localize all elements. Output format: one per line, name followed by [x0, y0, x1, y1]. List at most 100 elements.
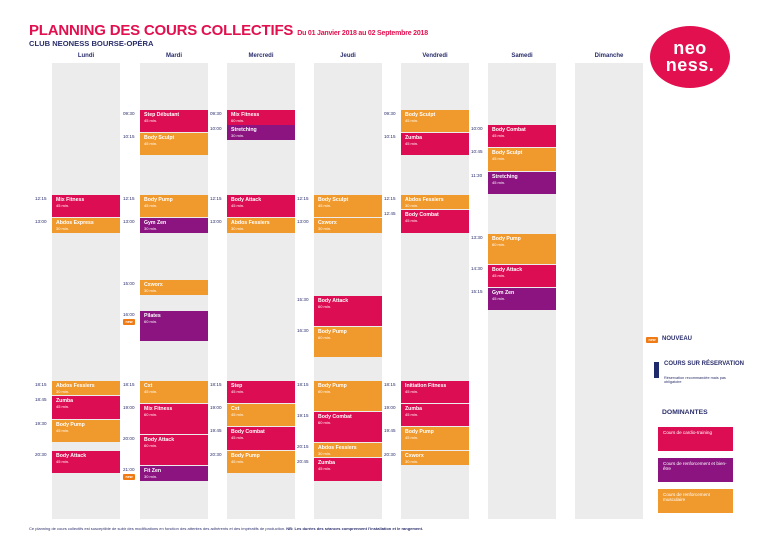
class-name: Body Sculpt: [492, 150, 523, 157]
class-name: Fit Zen: [144, 468, 162, 474]
class-duration: 45 min.: [318, 466, 332, 472]
new-tag-icon: new: [123, 474, 135, 480]
class-time: 15:30: [297, 296, 309, 302]
class-duration: 60 min.: [231, 117, 245, 123]
class-time: 21:00: [123, 467, 135, 472]
class-block[interactable]: Body Combat 45 min.: [488, 125, 556, 148]
class-block[interactable]: Body Attack 45 min.: [227, 194, 295, 217]
class-block[interactable]: Body Combat 45 min.: [227, 427, 295, 450]
class-time: 12:15: [210, 195, 222, 201]
class-name: Body Attack: [231, 196, 262, 203]
class-block[interactable]: Body Sculpt 45 min.: [314, 194, 382, 217]
class-block[interactable]: Zumba 45 min.: [52, 396, 120, 419]
class-duration: 45 min.: [405, 140, 419, 146]
class-block[interactable]: Gym Zen 30 min.: [140, 218, 208, 233]
class-block[interactable]: Body Pump 45 min.: [227, 450, 295, 473]
class-name: Body Pump: [318, 382, 347, 389]
class-name: Body Combat: [318, 413, 352, 420]
class-block[interactable]: Gym Zen 45 min.: [488, 287, 556, 310]
class-block[interactable]: Step 45 min.: [227, 380, 295, 403]
class-block[interactable]: Body Attack 60 min.: [314, 295, 382, 326]
class-time: 10:45: [471, 149, 483, 155]
class-time: 18:15: [123, 381, 135, 387]
class-block[interactable]: Body Sculpt 45 min.: [488, 148, 556, 171]
day-column: [52, 63, 120, 519]
class-name: Body Attack: [56, 452, 87, 459]
class-name: Zumba: [56, 398, 74, 405]
class-block[interactable]: Abdos Express 30 min.: [52, 218, 120, 233]
class-block[interactable]: Body Pump 60 min.: [488, 233, 556, 264]
class-block[interactable]: Body Attack 60 min.: [140, 435, 208, 465]
reservation-subtitle: Réservation recommandée mais pas obligat…: [664, 376, 726, 385]
class-duration: 60 min.: [318, 303, 332, 309]
class-time: 19:15: [297, 412, 309, 418]
class-name: Zumba: [405, 406, 423, 412]
class-block[interactable]: Body Pump 45 min.: [401, 427, 469, 450]
class-block[interactable]: Abdos Fessiers 30 min.: [52, 380, 120, 396]
class-block[interactable]: Cxworx 30 min.: [140, 280, 208, 295]
class-block[interactable]: Stretching 30 min.: [227, 125, 295, 140]
class-name: Body Combat: [405, 212, 439, 219]
class-name: Pilates: [144, 313, 161, 319]
class-block[interactable]: Body Sculpt 45 min.: [401, 109, 469, 132]
class-block[interactable]: Stretching 45 min.: [488, 171, 556, 194]
class-block[interactable]: Cxt 45 min.: [140, 380, 208, 403]
class-block[interactable]: Body Combat 45 min.: [401, 210, 469, 233]
class-block[interactable]: Body Pump 45 min.: [140, 194, 208, 217]
class-time: 12:15: [123, 195, 135, 201]
class-block[interactable]: Step Débutant 45 min.: [140, 109, 208, 132]
class-block[interactable]: Fit Zen 30 min.: [140, 466, 208, 481]
class-duration: 45 min.: [405, 117, 419, 123]
class-time: 10:15: [123, 133, 135, 139]
class-name: Gym Zen: [492, 289, 515, 296]
class-block[interactable]: Cxworx 30 min.: [314, 218, 382, 233]
class-block[interactable]: Mix Fitness 60 min.: [140, 404, 208, 434]
class-block[interactable]: Body Sculpt 45 min.: [140, 132, 208, 155]
class-block[interactable]: Pilates 60 min.: [140, 311, 208, 341]
class-time: 13:00: [35, 219, 47, 224]
class-block[interactable]: Body Pump 60 min.: [314, 380, 382, 411]
class-name: Body Combat: [231, 429, 265, 436]
class-name: Mix Fitness: [144, 406, 173, 412]
class-block[interactable]: Initiation Fitness 45 min.: [401, 380, 469, 403]
class-name: Cxworx: [144, 282, 163, 288]
class-name: Body Pump: [405, 429, 434, 436]
class-block[interactable]: Mix Fitness 45 min.: [52, 194, 120, 217]
class-name: Abdos Fessiers: [56, 382, 95, 389]
class-duration: 45 min.: [492, 179, 506, 185]
class-block[interactable]: Body Pump 60 min.: [314, 326, 382, 357]
class-duration: 60 min.: [144, 412, 158, 417]
class-block[interactable]: Cxworx 30 min.: [401, 450, 469, 465]
class-duration: 45 min.: [231, 388, 245, 394]
class-duration: 30 min.: [144, 288, 158, 293]
class-name: Body Sculpt: [405, 111, 436, 118]
class-name: Abdos Fessiers: [318, 444, 357, 451]
reservation-marker: [654, 362, 659, 378]
day-header: Dimanche: [594, 53, 624, 59]
class-duration: 30 min.: [56, 226, 70, 231]
class-block[interactable]: Body Attack 45 min.: [488, 264, 556, 287]
class-name: Abdos Fessiers: [405, 196, 444, 203]
class-block[interactable]: Body Attack 45 min.: [52, 450, 120, 473]
class-name: Zumba: [318, 460, 336, 467]
class-block[interactable]: Cxt 45 min.: [227, 404, 295, 427]
class-block[interactable]: Body Combat 60 min.: [314, 411, 382, 442]
class-block[interactable]: Zumba 45 min.: [314, 458, 382, 481]
class-block[interactable]: Abdos Fessiers 30 min.: [401, 194, 469, 210]
class-name: Cxworx: [318, 220, 337, 226]
class-block[interactable]: Abdos Fessiers 30 min.: [314, 442, 382, 458]
class-block[interactable]: Zumba 45 min.: [401, 404, 469, 427]
class-time: 11:30: [471, 172, 483, 178]
class-block[interactable]: Abdos Fessiers 30 min.: [227, 218, 295, 233]
class-name: Body Pump: [231, 452, 260, 459]
class-time: 15:00: [123, 281, 135, 286]
class-block[interactable]: Zumba 45 min.: [401, 132, 469, 155]
class-name: Body Pump: [492, 235, 521, 242]
class-name: Cxt: [231, 406, 240, 412]
class-name: Cxt: [144, 382, 153, 389]
class-duration: 30 min.: [318, 226, 332, 231]
class-duration: 30 min.: [144, 474, 158, 479]
class-duration: 60 min.: [318, 388, 332, 394]
class-duration: 45 min.: [144, 117, 158, 123]
class-block[interactable]: Body Pump 45 min.: [52, 419, 120, 442]
